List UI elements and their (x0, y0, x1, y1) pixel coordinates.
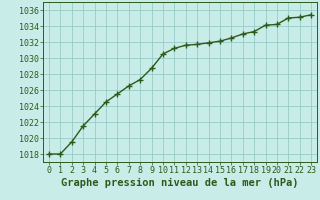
X-axis label: Graphe pression niveau de la mer (hPa): Graphe pression niveau de la mer (hPa) (61, 178, 299, 188)
